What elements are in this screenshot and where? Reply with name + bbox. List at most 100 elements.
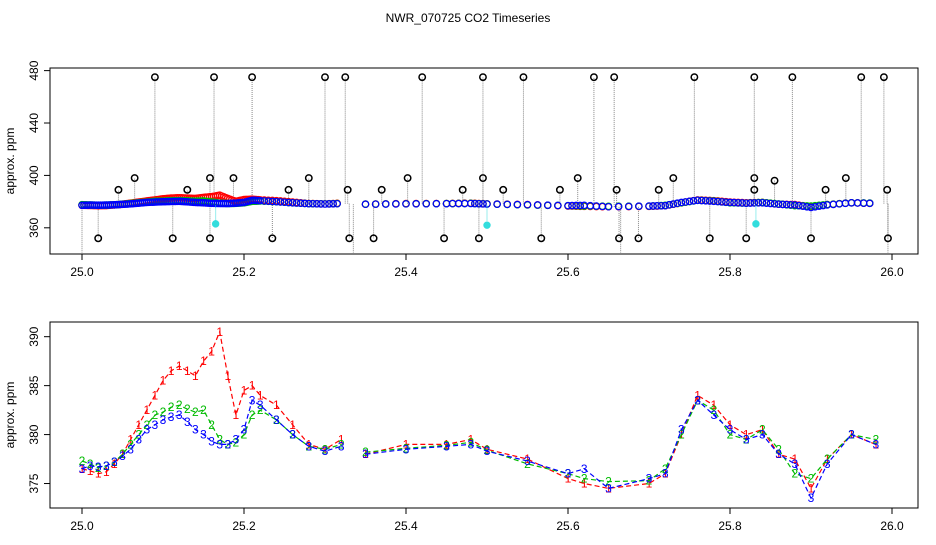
p2-series-3-marker: 3	[710, 408, 717, 422]
p2-series-1-marker: 1	[95, 467, 102, 481]
p2-series-1-marker: 1	[305, 437, 312, 451]
p2-series-2-marker: 2	[257, 403, 264, 417]
p2-series-3-marker: 3	[184, 415, 191, 429]
p2-series-1-marker: 1	[808, 481, 815, 495]
p1-point	[614, 202, 623, 211]
p1-point	[815, 202, 823, 211]
p2-series-2-marker: 2	[176, 398, 183, 412]
p1-ytick-label: 360	[27, 217, 41, 237]
p2-series-3-marker: 3	[135, 432, 142, 446]
p2-series-3-marker: 3	[565, 467, 572, 481]
p1-spike-high-point	[150, 73, 159, 82]
p2-series-3-marker: 3	[127, 442, 134, 456]
p1-point	[309, 199, 317, 208]
p2-series-2-marker: 2	[200, 403, 207, 417]
p2-series-2-marker: 2	[208, 418, 215, 432]
p1-point	[329, 200, 337, 208]
p2-series-2-marker: 2	[727, 428, 734, 442]
p2-series-2-marker: 2	[233, 435, 240, 449]
p2-series-3-marker: 3	[289, 428, 296, 442]
p1-point	[576, 201, 584, 210]
p2-series-1-marker: 1	[192, 369, 199, 383]
p1-point	[653, 202, 661, 210]
p2-series-3-marker: 3	[208, 434, 215, 448]
p2-series-2-marker: 2	[95, 461, 102, 475]
p2-series-2-marker: 2	[872, 432, 879, 446]
p1-point	[677, 198, 686, 207]
p1-point	[782, 200, 791, 209]
p1-point	[361, 200, 370, 209]
p1-point	[260, 197, 269, 205]
p1-spike-mid-point	[284, 185, 293, 194]
p2-series-3-marker: 3	[224, 437, 231, 451]
p2-series-2-marker: 2	[241, 428, 248, 442]
p1-spike-mid-point	[114, 185, 123, 194]
p1-spike-high-point	[788, 73, 797, 82]
p1-point	[819, 201, 827, 210]
p1-point	[554, 201, 562, 210]
p2-series-1-marker: 1	[289, 418, 296, 432]
p2-series-2-marker: 2	[168, 400, 175, 414]
p2-series-1-marker: 1	[872, 437, 879, 451]
p1-point	[762, 199, 771, 207]
p2-series-1-marker: 1	[743, 428, 750, 442]
p1-spike-high-point	[210, 73, 218, 82]
p1-point	[432, 199, 441, 208]
p1-point	[523, 200, 532, 209]
p2-series-2-marker: 2	[152, 408, 159, 422]
p1-spike-low-point	[634, 234, 643, 243]
p2-xtick-label: 25.2	[232, 519, 256, 533]
p1-point	[268, 197, 277, 206]
p1-spike-mid-point	[750, 174, 759, 182]
p2-series-3-marker: 3	[727, 423, 734, 437]
p2-series-3-marker: 3	[103, 459, 110, 473]
p2-series-2-marker: 2	[249, 408, 256, 422]
panel-2-axes: 25.0 25.2 25.4 25.6 25.8 26.0 375 380 385 390	[27, 326, 904, 533]
p1-point	[807, 203, 815, 212]
p1-point	[296, 199, 305, 208]
p2-series-3-marker: 3	[79, 462, 86, 476]
p2-series-3-marker: 3	[362, 447, 369, 461]
p1-point	[483, 200, 491, 208]
p1-xtick-label: 25.0	[70, 265, 94, 279]
p2-series-3-marker: 3	[678, 423, 685, 437]
p2-series-3-marker: 3	[249, 393, 256, 407]
p2-series-1-marker: 1	[152, 388, 159, 402]
p1-point	[770, 200, 779, 208]
p2-series-3-marker: 3	[95, 460, 102, 474]
p1-point	[645, 202, 653, 210]
p1-xtick-label: 25.2	[232, 265, 256, 279]
p1-spike-mid-point	[403, 174, 412, 182]
p1-spike-low-point	[615, 234, 623, 243]
p1-point	[865, 199, 874, 208]
p2-series-2-marker: 2	[135, 428, 142, 442]
p2-series-1-marker: 1	[484, 442, 491, 456]
p1-point	[681, 198, 690, 206]
p1-spike-mid-point	[573, 174, 582, 182]
p2-xtick-label: 25.6	[556, 519, 580, 533]
p2-series-2-marker: 2	[710, 403, 717, 417]
p1-spike-mid-point	[229, 174, 238, 182]
p1-point	[448, 199, 457, 208]
p1-spike-mid-point	[770, 176, 779, 185]
p2-series-1-marker: 1	[168, 364, 175, 378]
p1-spike-mid-point	[479, 174, 487, 182]
p1-point	[479, 200, 487, 208]
p2-series-1-marker: 1	[605, 481, 612, 495]
p1-spike-mid-point	[130, 174, 139, 182]
p1-point	[304, 199, 313, 208]
p2-series-1-marker: 1	[727, 418, 734, 432]
p1-spike-low-point	[742, 234, 751, 243]
p2-series-3-marker: 3	[524, 454, 531, 468]
p2-series-2-marker: 2	[678, 428, 685, 442]
p1-spike-low-point	[705, 234, 714, 243]
p1-spike-low-point	[94, 234, 103, 243]
p2-series-2-marker: 2	[775, 442, 782, 456]
p1-point	[726, 198, 734, 207]
p1-point	[738, 199, 746, 207]
p1-spike-high-point	[750, 73, 759, 82]
p1-point	[422, 199, 431, 208]
p2-series-3-marker: 3	[152, 418, 159, 432]
p1-spike-mid-point	[555, 185, 564, 194]
p1-point	[803, 203, 811, 211]
